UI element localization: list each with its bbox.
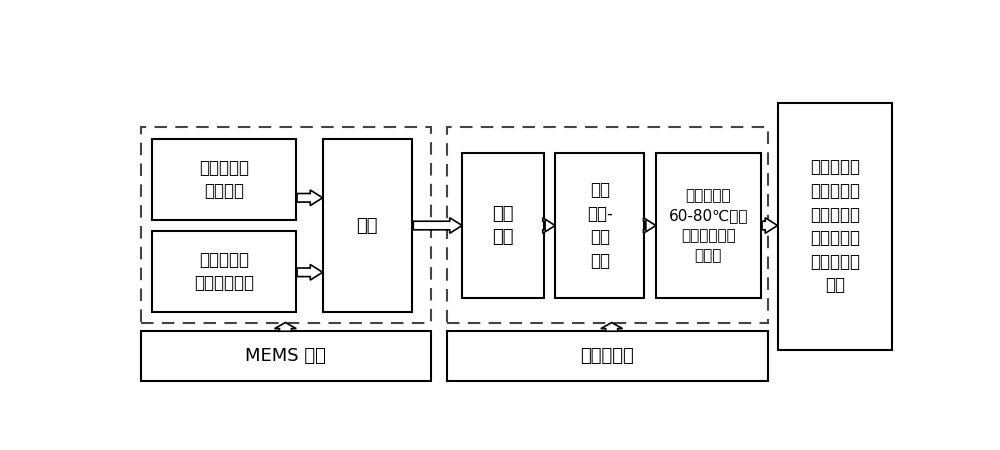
Text: 化学镀技术: 化学镀技术 (581, 347, 634, 365)
Text: 配制
镀液: 配制 镀液 (492, 205, 514, 246)
Bar (555, 153, 644, 298)
Text: 键合: 键合 (356, 216, 378, 234)
Bar (462, 153, 544, 298)
Bar (140, 331, 431, 382)
Polygon shape (413, 218, 462, 233)
Polygon shape (643, 218, 656, 233)
Bar (323, 139, 412, 312)
Bar (152, 139, 296, 220)
Bar (778, 103, 892, 350)
Polygon shape (297, 190, 323, 206)
Text: 热板加热至
60-80℃实现
化学镀（銀镜
反应）: 热板加热至 60-80℃实现 化学镀（銀镜 反应） (668, 188, 748, 263)
Polygon shape (275, 323, 296, 331)
Text: MEMS 技术: MEMS 技术 (245, 347, 326, 365)
Text: 注入
镀液-
空气
序列: 注入 镀液- 空气 序列 (587, 181, 613, 270)
Bar (447, 127, 768, 323)
Text: 上衬底制备
（打孔）: 上衬底制备 （打孔） (199, 159, 249, 200)
Polygon shape (297, 265, 323, 280)
Text: 下衬底制备
（腐蚀凹槽）: 下衬底制备 （腐蚀凹槽） (194, 251, 254, 292)
Bar (152, 231, 296, 312)
Polygon shape (543, 218, 555, 233)
Text: 基于微流控
通道全反射
集成光波导
的吸收光度
检测传感器
芝片: 基于微流控 通道全反射 集成光波导 的吸收光度 检测传感器 芝片 (810, 158, 860, 294)
Bar (447, 331, 768, 382)
Bar (656, 153, 761, 298)
Bar (140, 127, 431, 323)
Polygon shape (762, 218, 778, 233)
Polygon shape (601, 323, 623, 331)
